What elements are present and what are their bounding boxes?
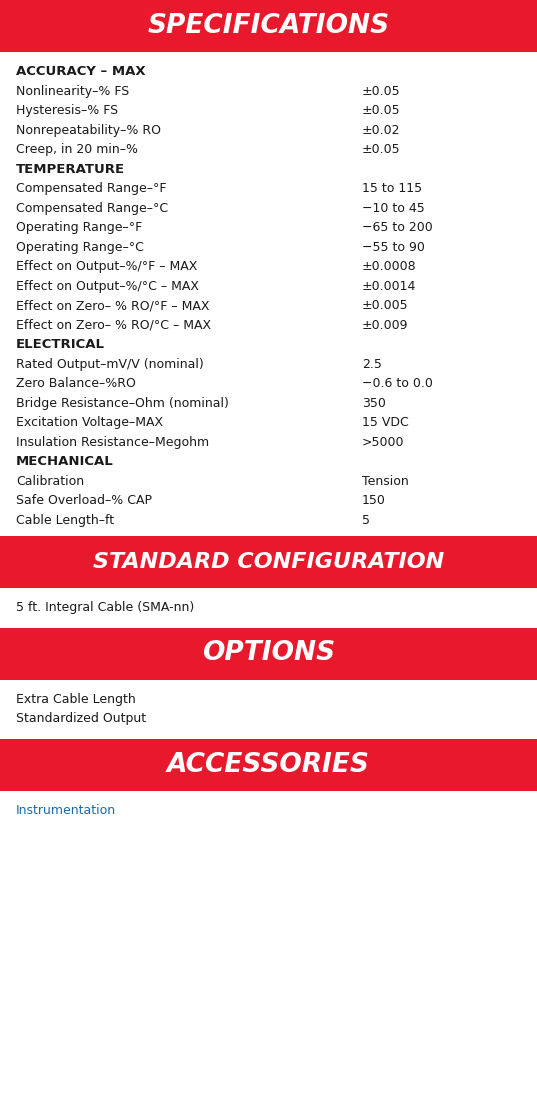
Text: 150: 150 bbox=[362, 494, 386, 507]
Text: TEMPERATURE: TEMPERATURE bbox=[16, 163, 125, 176]
Text: Effect on Output–%/°F – MAX: Effect on Output–%/°F – MAX bbox=[16, 260, 198, 273]
Text: ±0.05: ±0.05 bbox=[362, 143, 401, 156]
Text: ±0.009: ±0.009 bbox=[362, 318, 409, 332]
Text: Rated Output–mV/V (nominal): Rated Output–mV/V (nominal) bbox=[16, 358, 204, 371]
Text: Standardized Output: Standardized Output bbox=[16, 713, 146, 726]
Text: Zero Balance–%RO: Zero Balance–%RO bbox=[16, 378, 136, 390]
Text: 350: 350 bbox=[362, 396, 386, 410]
Text: OPTIONS: OPTIONS bbox=[202, 640, 335, 666]
Text: ACCURACY – MAX: ACCURACY – MAX bbox=[16, 65, 146, 78]
Text: ±0.02: ±0.02 bbox=[362, 124, 401, 137]
Text: Hysteresis–% FS: Hysteresis–% FS bbox=[16, 104, 118, 117]
Text: Extra Cable Length: Extra Cable Length bbox=[16, 693, 136, 706]
Text: 15 VDC: 15 VDC bbox=[362, 416, 409, 429]
Bar bbox=[0, 589, 537, 627]
Text: MECHANICAL: MECHANICAL bbox=[16, 456, 114, 468]
Text: SPECIFICATIONS: SPECIFICATIONS bbox=[148, 13, 389, 40]
Text: −10 to 45: −10 to 45 bbox=[362, 202, 425, 215]
Text: ±0.0008: ±0.0008 bbox=[362, 260, 417, 273]
Text: ±0.005: ±0.005 bbox=[362, 300, 409, 312]
Text: Operating Range–°C: Operating Range–°C bbox=[16, 240, 144, 254]
Bar bbox=[0, 680, 537, 739]
Text: ACCESSORIES: ACCESSORIES bbox=[167, 751, 370, 777]
Text: Safe Overload–% CAP: Safe Overload–% CAP bbox=[16, 494, 152, 507]
Bar bbox=[0, 0, 537, 52]
Text: Creep, in 20 min–%: Creep, in 20 min–% bbox=[16, 143, 138, 156]
Text: Insulation Resistance–Megohm: Insulation Resistance–Megohm bbox=[16, 436, 209, 449]
Text: Nonrepeatability–% RO: Nonrepeatability–% RO bbox=[16, 124, 161, 137]
Text: −65 to 200: −65 to 200 bbox=[362, 222, 433, 234]
Text: Effect on Zero– % RO/°C – MAX: Effect on Zero– % RO/°C – MAX bbox=[16, 318, 211, 332]
Text: 5 ft. Integral Cable (SMA-nn): 5 ft. Integral Cable (SMA-nn) bbox=[16, 602, 194, 614]
Text: >5000: >5000 bbox=[362, 436, 404, 449]
Text: Excitation Voltage–MAX: Excitation Voltage–MAX bbox=[16, 416, 163, 429]
Text: Nonlinearity–% FS: Nonlinearity–% FS bbox=[16, 85, 129, 98]
Text: 15 to 115: 15 to 115 bbox=[362, 182, 422, 195]
Text: Operating Range–°F: Operating Range–°F bbox=[16, 222, 142, 234]
Text: ±0.05: ±0.05 bbox=[362, 104, 401, 117]
Text: Bridge Resistance–Ohm (nominal): Bridge Resistance–Ohm (nominal) bbox=[16, 396, 229, 410]
Text: Effect on Output–%/°C – MAX: Effect on Output–%/°C – MAX bbox=[16, 280, 199, 293]
Text: ±0.05: ±0.05 bbox=[362, 85, 401, 98]
Bar bbox=[0, 52, 537, 536]
Text: −0.6 to 0.0: −0.6 to 0.0 bbox=[362, 378, 433, 390]
Text: Calibration: Calibration bbox=[16, 474, 84, 488]
Text: STANDARD CONFIGURATION: STANDARD CONFIGURATION bbox=[93, 552, 444, 572]
Text: 5: 5 bbox=[362, 514, 370, 527]
Text: ±0.0014: ±0.0014 bbox=[362, 280, 416, 293]
Bar bbox=[0, 627, 537, 680]
Text: Instrumentation: Instrumentation bbox=[16, 804, 116, 817]
Text: Cable Length–ft: Cable Length–ft bbox=[16, 514, 114, 527]
Bar bbox=[0, 791, 537, 830]
Text: Compensated Range–°F: Compensated Range–°F bbox=[16, 182, 166, 195]
Bar bbox=[0, 536, 537, 589]
Text: Compensated Range–°C: Compensated Range–°C bbox=[16, 202, 168, 215]
Text: Effect on Zero– % RO/°F – MAX: Effect on Zero– % RO/°F – MAX bbox=[16, 300, 209, 312]
Text: Tension: Tension bbox=[362, 474, 409, 488]
Text: −55 to 90: −55 to 90 bbox=[362, 240, 425, 254]
Bar bbox=[0, 739, 537, 791]
Text: 2.5: 2.5 bbox=[362, 358, 382, 371]
Text: ELECTRICAL: ELECTRICAL bbox=[16, 338, 105, 351]
